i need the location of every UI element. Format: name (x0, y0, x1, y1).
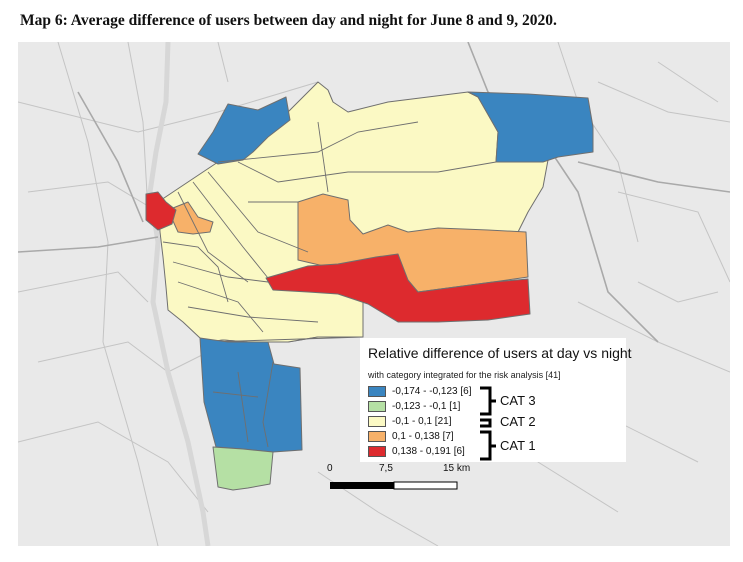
scale-label: 15 km (443, 463, 471, 474)
legend-item-label: 0,138 - 0,191 [6] (392, 446, 465, 457)
legend-item-label: -0,1 - 0,1 [21] (392, 416, 452, 427)
scale-bar-graphic (330, 481, 458, 490)
region-blue-north (197, 96, 291, 165)
scale-label: 7,5 (379, 463, 393, 474)
legend-swatch (368, 386, 386, 397)
legend-subtitle: with category integrated for the risk an… (368, 370, 561, 380)
legend-item-label: 0,1 - 0,138 [7] (392, 431, 454, 442)
legend-title: Relative difference of users at day vs n… (368, 345, 632, 361)
nile-river (147, 42, 211, 546)
legend-swatch (368, 446, 386, 457)
category-label: CAT 2 (500, 414, 536, 429)
map (18, 42, 730, 546)
region-low-south (207, 309, 364, 343)
map-caption: Map 6: Average difference of users betwe… (20, 12, 557, 29)
category-label: CAT 1 (500, 438, 536, 453)
scale-label: 0 (327, 463, 333, 474)
regions (145, 81, 594, 491)
legend-swatch (368, 416, 386, 427)
region-red-east (265, 253, 531, 323)
region-blue-south (199, 337, 303, 453)
legend-swatch (368, 431, 386, 442)
scale-bar: 0 7,5 15 km (325, 463, 470, 499)
basemap-highways (18, 42, 730, 343)
map-legend: Relative difference of users at day vs n… (360, 338, 632, 462)
legend-item-label: -0,174 - -0,123 [6] (392, 386, 472, 397)
region-red-center (145, 191, 177, 231)
region-blue-northeast (467, 91, 594, 163)
region-green-south (212, 446, 274, 491)
legend-item-label: -0,123 - -0,1 [1] (392, 401, 461, 412)
category-label: CAT 3 (500, 393, 536, 408)
legend-swatch (368, 401, 386, 412)
category-brackets (480, 386, 496, 461)
district-boundaries (162, 121, 497, 448)
